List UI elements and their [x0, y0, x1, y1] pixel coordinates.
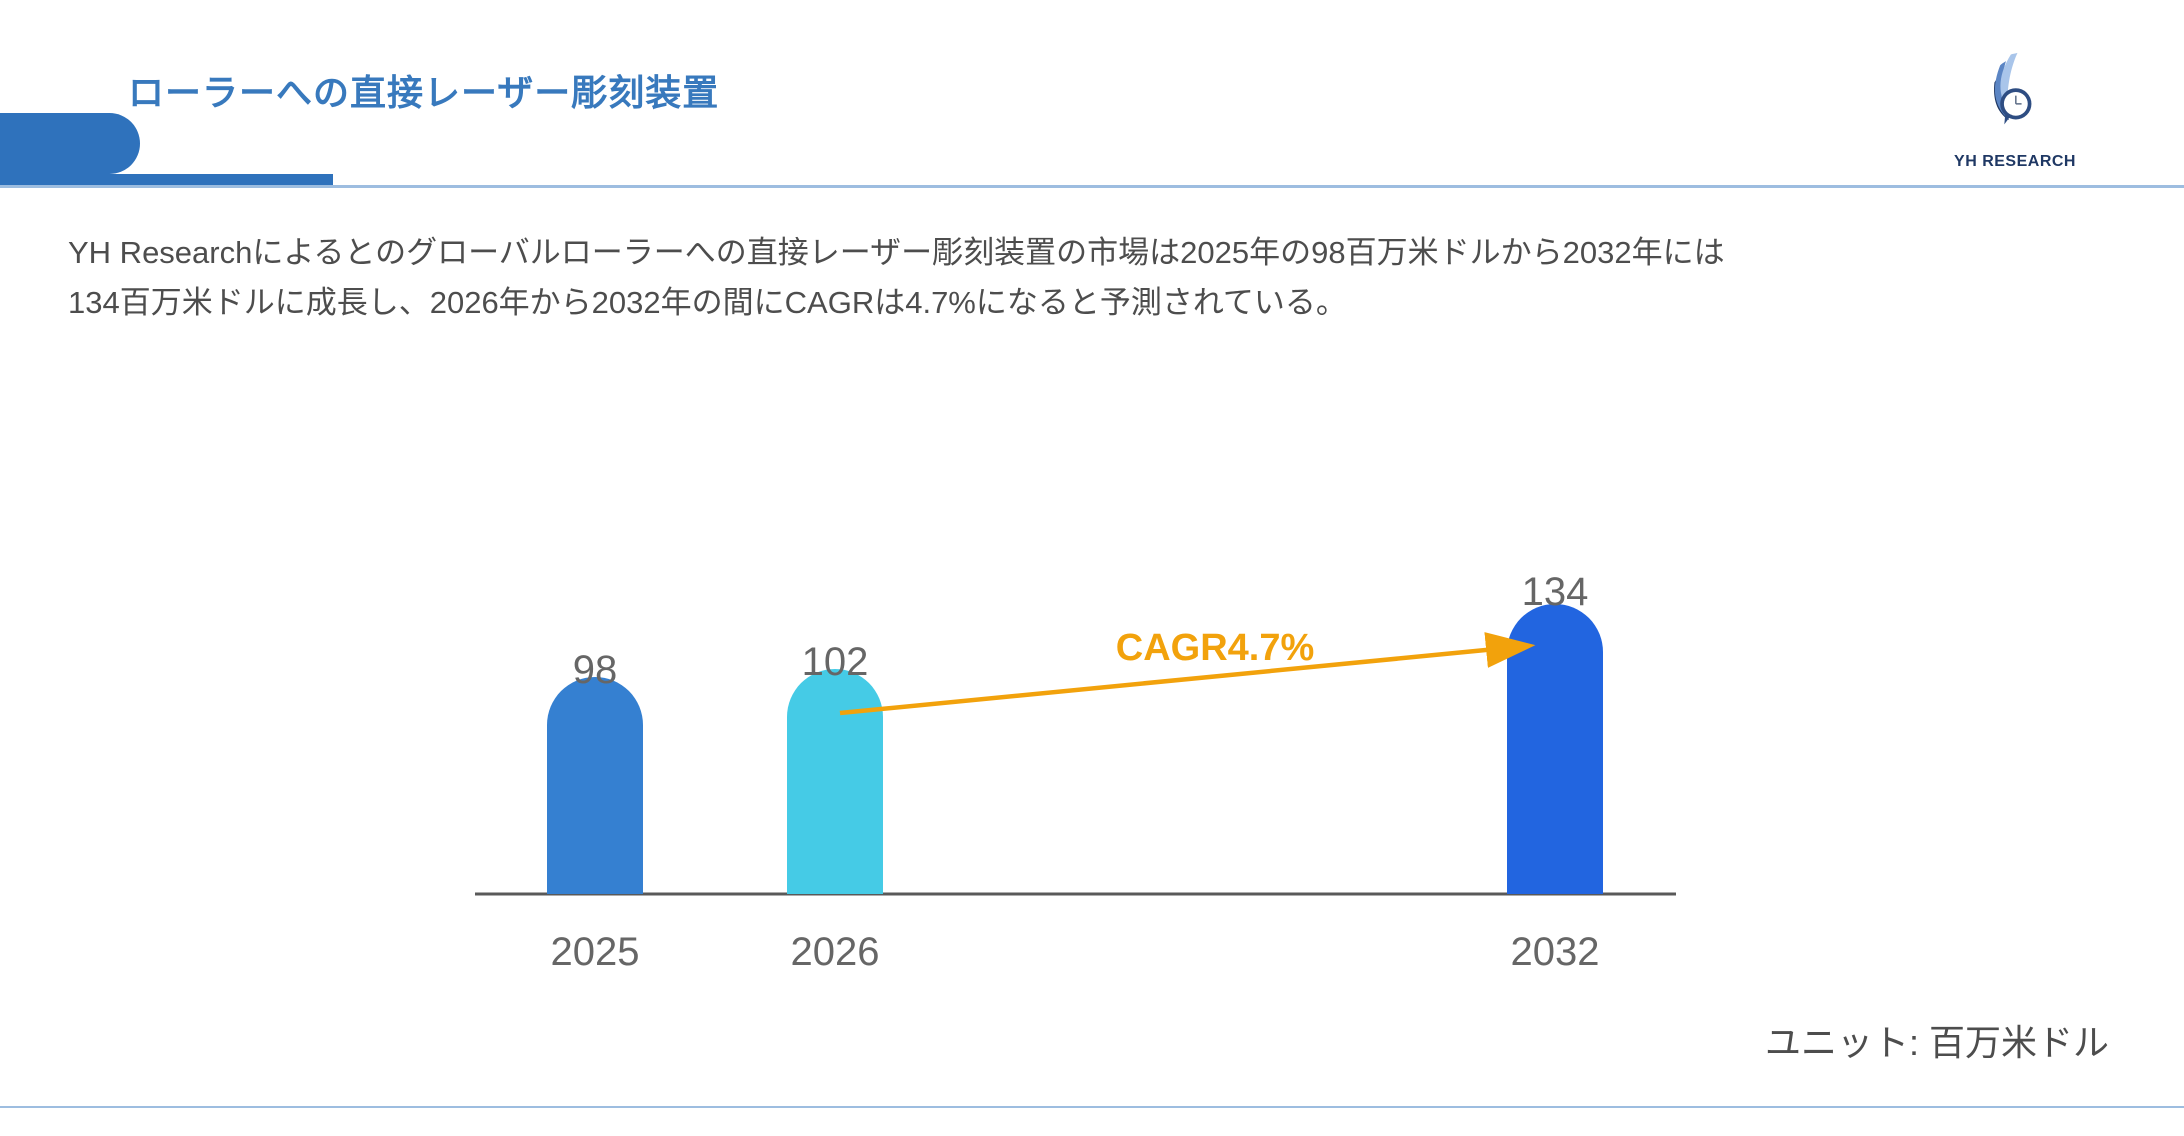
svg-text:2032: 2032: [1511, 930, 1600, 974]
svg-text:2026: 2026: [791, 930, 880, 974]
svg-text:102: 102: [802, 640, 869, 684]
svg-text:134: 134: [1522, 570, 1589, 614]
svg-text:2025: 2025: [551, 930, 640, 974]
svg-text:98: 98: [573, 648, 618, 692]
svg-text:CAGR4.7%: CAGR4.7%: [1116, 627, 1315, 669]
